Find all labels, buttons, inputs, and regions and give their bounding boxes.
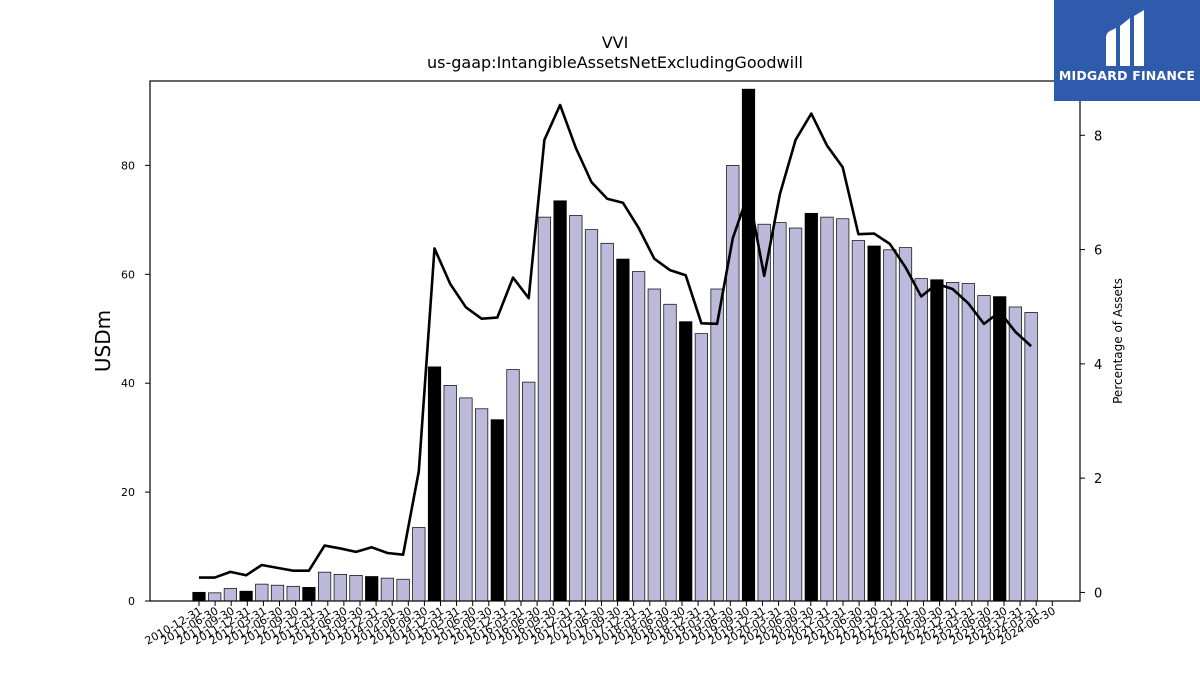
bar	[679, 321, 693, 602]
bar	[663, 303, 677, 602]
y-tick-label: 20	[121, 486, 135, 499]
bar	[208, 592, 222, 602]
bar	[427, 366, 442, 602]
y2-tick-label: 4	[1094, 358, 1102, 373]
bar	[223, 588, 237, 602]
y-tick-label: 80	[121, 159, 135, 172]
y2-axis-label: Percentage of Assets	[1111, 278, 1125, 404]
y2-tick-label: 6	[1094, 244, 1102, 259]
bar	[553, 200, 567, 602]
y2-tick-label: 2	[1094, 472, 1102, 487]
bar	[1008, 306, 1023, 602]
bar	[710, 288, 724, 602]
bar	[694, 333, 709, 602]
bar	[961, 283, 975, 602]
bar	[820, 216, 834, 602]
bar	[883, 249, 897, 602]
line-layer	[199, 103, 1032, 579]
midgard-logo-icon	[1106, 10, 1144, 66]
y2-tick-label: 0	[1094, 586, 1102, 601]
bar	[773, 222, 787, 602]
y-tick-label: 0	[128, 595, 135, 608]
bar	[631, 271, 646, 602]
bar	[977, 295, 991, 602]
bar	[600, 242, 614, 602]
bar	[412, 527, 426, 602]
bar	[490, 419, 504, 602]
bar	[443, 385, 457, 602]
bar	[537, 216, 552, 602]
bar	[569, 215, 583, 602]
bar	[741, 88, 756, 602]
bar	[475, 408, 489, 602]
bar	[506, 369, 520, 602]
bar	[898, 247, 913, 602]
bar	[302, 587, 316, 602]
bar	[192, 591, 206, 602]
bar	[836, 218, 850, 602]
y-axis-left: 0 20 40 60 80	[121, 159, 150, 608]
bar	[804, 212, 818, 602]
bar	[270, 584, 285, 602]
bar	[914, 278, 928, 602]
brand-logo: MIDGARD FINANCE	[1054, 0, 1200, 101]
bar	[286, 585, 300, 602]
bar	[396, 578, 410, 602]
y-tick-label: 60	[121, 268, 135, 281]
plot-frame	[149, 80, 1081, 602]
series-line	[199, 103, 1032, 579]
bar	[726, 165, 740, 602]
bar	[255, 583, 269, 602]
bar	[380, 577, 394, 602]
bar	[851, 240, 866, 602]
bar	[647, 288, 661, 602]
y-tick-label: 40	[121, 377, 135, 390]
bar	[318, 571, 332, 602]
y-axis-label: USDm	[91, 310, 115, 372]
chart-title: VVI	[602, 33, 629, 52]
bar	[239, 590, 253, 602]
bar	[1024, 312, 1038, 602]
bar	[945, 282, 960, 602]
bar	[349, 575, 363, 602]
bar	[522, 381, 536, 602]
bar	[993, 296, 1007, 602]
brand-name: MIDGARD FINANCE	[1058, 68, 1196, 83]
chart-subtitle: us-gaap:IntangibleAssetsNetExcludingGood…	[427, 53, 803, 72]
bar	[930, 279, 944, 602]
y2-tick-label: 8	[1094, 129, 1102, 144]
bar	[616, 258, 630, 602]
bar	[333, 573, 347, 602]
bar	[788, 227, 803, 602]
bar	[867, 245, 881, 602]
bar	[584, 229, 599, 602]
x-axis: 2010-12-312011-06-302011-09-302011-12-31…	[143, 601, 1058, 648]
bar	[459, 397, 473, 602]
y-axis-right: 0 2 4 6 8	[1080, 129, 1102, 601]
bar	[757, 223, 771, 602]
bars-layer	[192, 88, 1038, 602]
bar	[365, 576, 379, 602]
